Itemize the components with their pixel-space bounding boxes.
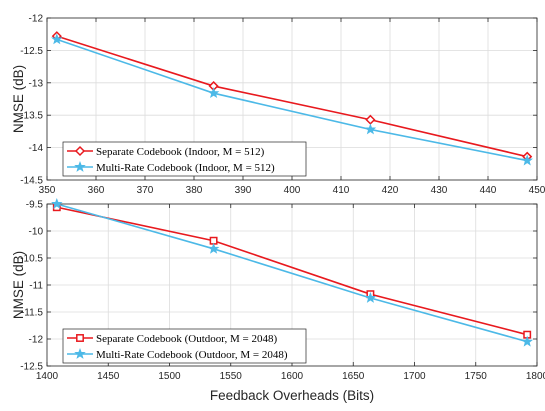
series-line xyxy=(56,203,528,343)
indoor-panel: 350 360 370 380 390 400 410 420 430 440 450 -12 -12.… xyxy=(11,14,545,197)
data-point xyxy=(207,242,220,254)
x-tick-label: 1450 xyxy=(97,371,120,382)
y-tick-label: -12.5 xyxy=(20,362,43,373)
data-point xyxy=(207,87,220,99)
x-tick-label: 1750 xyxy=(465,371,488,382)
x-tick-label: 430 xyxy=(431,185,448,196)
x-tick-label: 1650 xyxy=(342,371,365,382)
y-tick-label: -9.5 xyxy=(26,200,44,211)
outdoor-panel: 1400 1450 1500 1550 1600 1650 1700 1750 1800 -9.5… xyxy=(11,197,545,403)
legend-box xyxy=(62,328,307,364)
x-tick-label: 370 xyxy=(137,185,154,196)
axes-frame xyxy=(46,203,538,367)
x-tick-label: 350 xyxy=(39,185,56,196)
y-tick-label: -13.5 xyxy=(20,111,43,122)
y-tick-label: -14.5 xyxy=(20,176,43,187)
x-tick-label: 1800 xyxy=(526,371,545,382)
y-axis-label: NMSE (dB) xyxy=(11,65,26,133)
series-1 xyxy=(52,203,532,339)
legend-marker xyxy=(74,145,86,157)
y-tick-label: -12.5 xyxy=(20,46,43,57)
y-tick-label: -12 xyxy=(29,335,44,346)
legend-label: Separate Codebook (Outdoor, M = 2048) xyxy=(96,333,277,345)
data-point xyxy=(364,123,377,135)
y-tick-label: -11.5 xyxy=(21,308,43,319)
y-axis-label: NMSE (dB) xyxy=(11,251,26,319)
legend: Separate Codebook (Outdoor, M = 2048) Mul… xyxy=(62,328,307,364)
legend-marker xyxy=(76,334,84,342)
legend-entry: Multi-Rate Codebook (Indoor, M = 512) xyxy=(67,160,275,174)
legend-entry: Multi-Rate Codebook (Outdoor, M = 2048) xyxy=(67,347,288,361)
x-tick-label: 1700 xyxy=(403,371,426,382)
series-2 xyxy=(51,197,533,347)
x-tick-label: 1600 xyxy=(281,371,304,382)
x-tick-label: 1550 xyxy=(220,371,243,382)
data-point xyxy=(51,197,63,209)
x-tick-label: 420 xyxy=(382,185,399,196)
x-tick-label: 440 xyxy=(480,185,497,196)
y-tick-label: -13 xyxy=(29,78,44,89)
legend-marker xyxy=(74,347,86,359)
y-tick-label: -14 xyxy=(29,143,44,154)
axes-frame xyxy=(46,17,538,181)
data-point xyxy=(51,33,63,45)
x-tick-label: 450 xyxy=(529,185,545,196)
x-tick-label: 400 xyxy=(284,185,301,196)
legend-marker xyxy=(74,160,86,172)
x-tick-label: 380 xyxy=(186,185,203,196)
y-tick-label: -10.5 xyxy=(20,254,43,265)
legend-box xyxy=(62,141,307,177)
legend-label: Separate Codebook (Indoor, M = 512) xyxy=(96,146,265,158)
y-tick-label: -12 xyxy=(29,14,44,25)
x-tick-label: 360 xyxy=(88,185,105,196)
x-tick-label: 410 xyxy=(333,185,350,196)
y-tick-label: -10 xyxy=(29,227,44,238)
y-tick-label: -11 xyxy=(29,281,43,292)
legend-label: Multi-Rate Codebook (Indoor, M = 512) xyxy=(96,162,275,174)
series-line xyxy=(56,206,528,336)
series-line xyxy=(56,35,528,158)
legend-entry: Separate Codebook (Indoor, M = 512) xyxy=(67,146,265,158)
data-point xyxy=(521,154,533,166)
legend: Separate Codebook (Indoor, M = 512) Multi… xyxy=(62,141,307,177)
data-point xyxy=(364,291,377,303)
series-2 xyxy=(51,33,533,166)
x-tick-label: 390 xyxy=(235,185,252,196)
x-tick-label: 1500 xyxy=(158,371,181,382)
data-point xyxy=(521,335,533,347)
series-line xyxy=(56,38,528,162)
x-axis-label: Feedback Overheads (Bits) xyxy=(210,388,374,403)
legend-entry: Separate Codebook (Outdoor, M = 2048) xyxy=(67,333,277,345)
x-tick-label: 1400 xyxy=(36,371,59,382)
legend-label: Multi-Rate Codebook (Outdoor, M = 2048) xyxy=(96,349,288,361)
